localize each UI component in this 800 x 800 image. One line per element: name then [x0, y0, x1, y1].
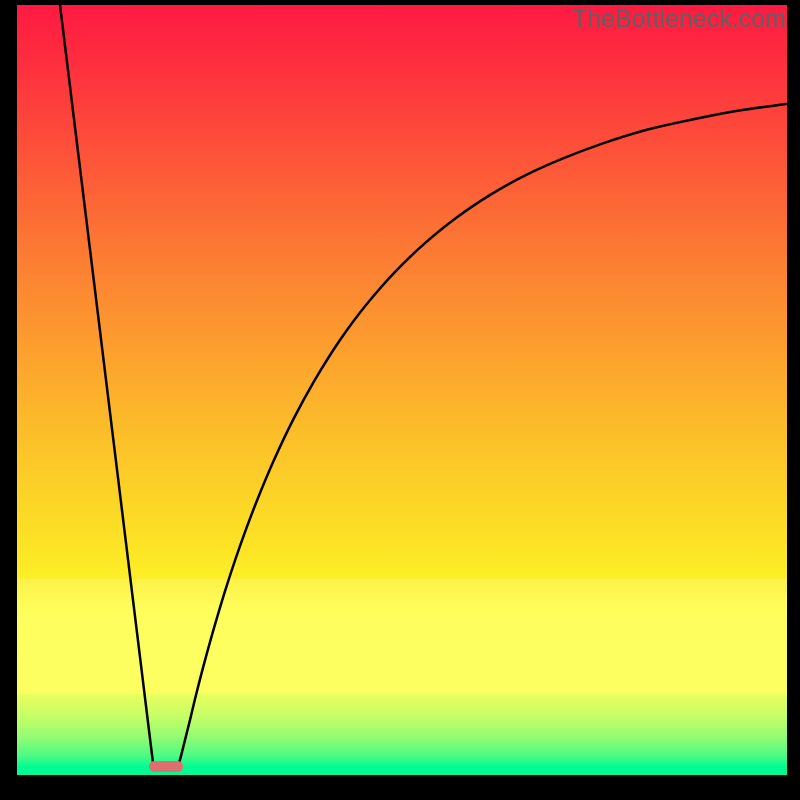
chart-canvas: TheBottleneck.com — [0, 0, 800, 800]
curve-right-path — [179, 104, 786, 763]
watermark-text: TheBottleneck.com — [572, 5, 786, 34]
bottleneck-marker — [149, 761, 183, 772]
curve-left-line — [60, 5, 153, 763]
curve-overlay — [0, 0, 800, 800]
